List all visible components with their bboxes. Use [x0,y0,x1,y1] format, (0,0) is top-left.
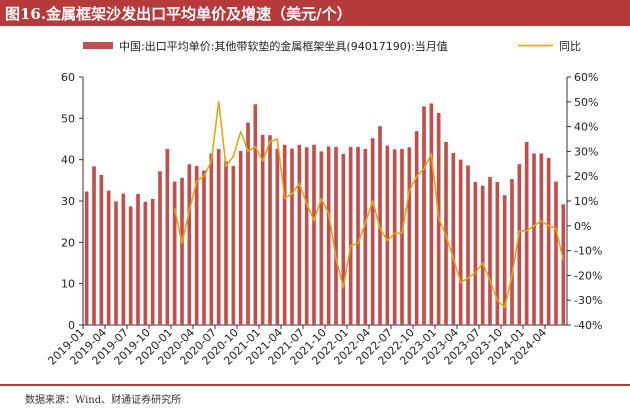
bar [194,165,199,325]
bar [414,131,419,325]
bar [290,148,294,325]
yoy-line-series [173,101,565,309]
bar [165,148,170,325]
right-tick-label: 40% [574,121,598,134]
bar [385,145,390,325]
x-axis: 2019-012019-042019-072019-102020-012020-… [45,325,549,368]
left-axis: 0 10 20 30 40 50 60 [61,71,83,332]
left-tick-label: 0 [68,319,75,332]
bar [216,148,221,325]
left-tick-label: 10 [61,278,75,291]
bar [143,201,148,325]
bar [128,206,133,325]
bar [546,158,551,325]
right-tick-label: 30% [574,145,598,158]
bar [517,164,522,325]
source-note: 数据来源：Wind、财通证券研究所 [25,395,182,406]
chart: 0 10 20 30 40 50 60 -40% -30% -20% -10% 0% 10% 20% 30… [45,39,602,368]
bar [400,148,404,325]
bar [158,171,162,325]
bar [356,146,360,325]
legend: 中国:出口平均单价:其他带软垫的金属框架坐具(94017190):当月值 同比 [83,39,581,53]
bar [488,177,492,325]
bar [341,153,346,325]
bar [363,148,368,325]
bar [473,181,478,325]
left-tick-label: 20 [61,236,75,249]
bar [180,177,184,325]
bar [334,146,338,325]
bar [260,134,265,325]
bar [99,174,104,325]
bar [172,181,177,325]
bar [224,161,228,325]
bar [238,150,243,325]
bar [231,165,236,325]
left-tick-label: 50 [61,112,75,125]
bar [348,146,353,325]
bar [253,104,258,325]
bar [268,135,272,325]
bar [121,193,126,325]
bar [150,198,155,325]
bar [451,153,456,325]
right-tick-label: 50% [574,96,598,109]
legend-bar-label: 中国:出口平均单价:其他带软垫的金属框架坐具(94017190):当月值 [119,39,448,53]
bar [84,191,89,325]
bar [202,170,206,325]
bar [429,103,434,325]
bar [444,141,448,325]
right-tick-label: -10% [574,245,602,258]
bar [304,147,309,325]
left-tick-label: 30 [61,195,75,208]
bar [532,153,536,325]
bar [209,153,214,325]
bar [480,185,485,325]
plot-frame [82,77,568,326]
yoy-line [173,101,565,309]
bar [312,144,316,325]
footer-divider [0,384,630,386]
right-tick-label: 60% [574,71,598,84]
figure-title: 图16.金属框架沙发出口平均单价及增速（美元/个） [5,5,352,23]
legend-bar-swatch [83,42,113,49]
bar [114,201,118,325]
legend-line-label: 同比 [559,40,581,53]
bar [187,164,192,325]
left-tick-label: 40 [61,154,75,167]
bar [495,181,500,325]
bar [282,144,287,325]
figure-title-bar: 图16.金属框架沙发出口平均单价及增速（美元/个） [0,0,630,26]
bar [392,149,397,325]
bar [561,204,566,325]
bar [326,146,331,325]
right-axis: -40% -30% -20% -10% 0% 10% 20% 30% 40% 50% 60% [567,71,602,332]
bar [539,153,544,325]
right-tick-label: -40% [574,319,602,332]
right-tick-label: -20% [574,269,602,282]
bar [92,166,96,325]
right-tick-label: 10% [574,195,598,208]
bar [297,144,302,325]
bar [524,141,529,325]
right-tick-label: -30% [574,294,602,307]
left-tick-label: 60 [61,71,75,84]
bar [407,147,412,325]
bar [246,122,250,325]
bar [370,138,375,325]
bar-series [84,103,566,326]
bar [554,181,558,325]
bar [319,151,324,325]
bar [422,106,426,325]
bar [502,195,507,325]
bar [106,190,111,325]
bar [275,148,280,325]
bar [510,179,514,325]
bar [458,159,463,325]
bar [466,165,470,325]
bar [136,193,140,325]
right-tick-label: 0% [574,220,591,233]
right-tick-label: 20% [574,170,598,183]
